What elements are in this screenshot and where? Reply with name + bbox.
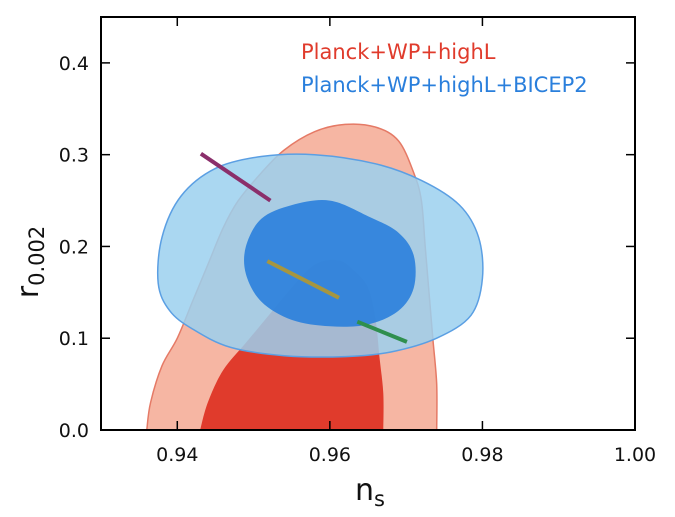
x-tick-label-2: 0.98 bbox=[461, 444, 503, 466]
lines bbox=[199, 152, 408, 344]
y-tick-label-2: 0.2 bbox=[59, 236, 89, 258]
x-axis-title: ns bbox=[355, 473, 385, 511]
y-tick-label-0: 0.0 bbox=[59, 420, 89, 442]
x-ticks: 0.94 0.96 0.98 1.00 bbox=[156, 17, 656, 466]
y-axis-title: r0.002 bbox=[11, 226, 49, 298]
bicep2-inner-contour bbox=[244, 200, 416, 327]
model-line-2 bbox=[266, 259, 340, 300]
x-tick-label-3: 1.00 bbox=[614, 444, 656, 466]
legend-entry-planck-bicep2: Planck+WP+highL+BICEP2 bbox=[301, 73, 588, 97]
x-tick-label-0: 0.94 bbox=[156, 444, 198, 466]
y-ticks: 0.0 0.1 0.2 0.3 0.4 bbox=[59, 53, 635, 442]
y-tick-label-4: 0.4 bbox=[59, 53, 89, 75]
y-tick-label-1: 0.1 bbox=[59, 328, 89, 350]
model-line-1 bbox=[199, 152, 272, 203]
legend-entry-planck: Planck+WP+highL bbox=[301, 40, 496, 64]
model-line-3 bbox=[356, 319, 408, 344]
contours bbox=[145, 123, 484, 431]
y-tick-label-3: 0.3 bbox=[59, 145, 89, 167]
legend: Planck+WP+highL Planck+WP+highL+BICEP2 bbox=[301, 40, 588, 97]
axes-frame bbox=[100, 16, 636, 431]
x-tick-label-1: 0.96 bbox=[309, 444, 351, 466]
